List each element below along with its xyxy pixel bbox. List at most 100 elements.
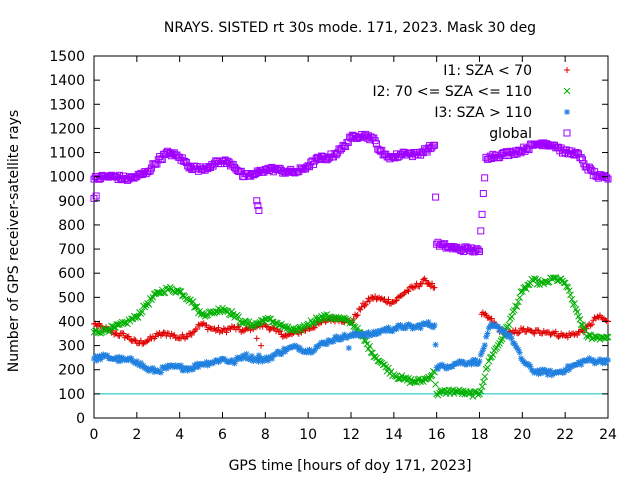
y-tick-label: 1300 xyxy=(49,97,85,113)
data-point xyxy=(389,372,396,380)
data-point xyxy=(228,357,235,364)
data-point xyxy=(601,173,609,181)
data-point xyxy=(269,355,276,362)
data-point xyxy=(227,311,234,319)
data-point xyxy=(485,325,492,332)
outlier-point xyxy=(255,352,262,359)
data-point xyxy=(223,329,230,336)
data-point xyxy=(133,358,140,365)
y-tick-label: 500 xyxy=(58,290,85,306)
data-point xyxy=(189,298,197,305)
x-tick-label: 14 xyxy=(385,427,403,443)
data-point xyxy=(429,280,436,287)
outlier-point xyxy=(92,192,100,200)
data-point xyxy=(435,366,442,373)
data-point xyxy=(376,294,383,301)
data-point xyxy=(515,346,522,353)
data-point xyxy=(311,347,318,354)
data-point xyxy=(190,329,197,336)
data-markers xyxy=(90,130,612,400)
data-point xyxy=(232,357,239,364)
data-point xyxy=(333,333,340,340)
data-point xyxy=(275,328,282,335)
data-point xyxy=(354,312,361,319)
x-tick-label: 24 xyxy=(599,427,617,443)
data-point xyxy=(512,302,519,310)
data-point xyxy=(419,149,427,157)
data-point xyxy=(132,337,139,344)
data-point xyxy=(518,287,526,295)
data-point xyxy=(511,340,518,347)
data-point xyxy=(393,297,400,304)
data-point xyxy=(547,367,554,374)
data-point xyxy=(473,245,481,253)
data-point xyxy=(430,284,437,291)
data-point xyxy=(592,359,599,366)
data-point xyxy=(508,313,515,320)
data-point xyxy=(533,281,541,288)
legend-marker xyxy=(564,67,570,73)
y-tick-label: 1500 xyxy=(49,49,85,65)
axis-ticks: 0 2 4 6 8 10 12 14 16 18 20 22 240100200300400500600… xyxy=(49,49,617,443)
data-point xyxy=(516,147,524,155)
data-point xyxy=(356,305,363,312)
data-point xyxy=(281,333,288,340)
data-point xyxy=(520,325,527,332)
data-point xyxy=(515,330,522,337)
data-point xyxy=(496,339,503,347)
data-point xyxy=(280,168,288,176)
data-point xyxy=(566,366,573,373)
x-tick-label: 12 xyxy=(342,427,360,443)
data-point xyxy=(127,355,134,362)
data-point xyxy=(590,356,597,363)
data-point xyxy=(408,283,415,290)
data-point xyxy=(157,332,164,339)
data-point xyxy=(462,243,470,251)
data-point xyxy=(478,383,486,390)
data-point xyxy=(528,327,535,334)
outliers xyxy=(90,192,263,214)
x-tick-label: 0 xyxy=(90,427,99,443)
data-point xyxy=(477,227,485,235)
data-point xyxy=(591,333,598,340)
data-point xyxy=(145,301,153,308)
data-point xyxy=(111,331,118,338)
data-point xyxy=(602,359,609,366)
data-point xyxy=(248,352,255,359)
series-1 xyxy=(91,275,611,347)
data-point xyxy=(500,329,507,336)
data-point xyxy=(323,341,330,348)
data-point xyxy=(164,330,171,337)
data-point xyxy=(191,362,198,369)
data-point xyxy=(193,303,201,310)
series-2 xyxy=(90,274,612,400)
data-point xyxy=(392,298,399,305)
data-point xyxy=(517,355,524,362)
data-point xyxy=(365,329,372,336)
data-point xyxy=(366,298,373,305)
y-tick-label: 700 xyxy=(58,242,85,258)
data-point xyxy=(360,300,367,307)
data-point xyxy=(255,358,262,365)
outlier-point xyxy=(254,202,262,210)
data-point xyxy=(409,378,416,385)
data-point xyxy=(602,317,609,324)
data-point xyxy=(565,287,573,295)
data-point xyxy=(215,324,222,331)
data-point xyxy=(508,335,515,342)
outlier-point xyxy=(255,206,263,214)
data-point xyxy=(385,364,392,372)
data-point xyxy=(228,307,236,315)
data-point xyxy=(378,328,385,335)
data-point xyxy=(346,332,353,339)
data-point xyxy=(410,284,417,291)
data-point xyxy=(138,308,146,316)
y-tick-label: 0 xyxy=(76,411,85,427)
y-tick-label: 300 xyxy=(58,339,85,355)
data-point xyxy=(136,362,143,369)
outliers xyxy=(255,345,352,359)
data-point xyxy=(141,339,148,346)
data-point xyxy=(180,367,187,374)
x-tick-label: 16 xyxy=(428,427,446,443)
data-point xyxy=(516,294,524,302)
